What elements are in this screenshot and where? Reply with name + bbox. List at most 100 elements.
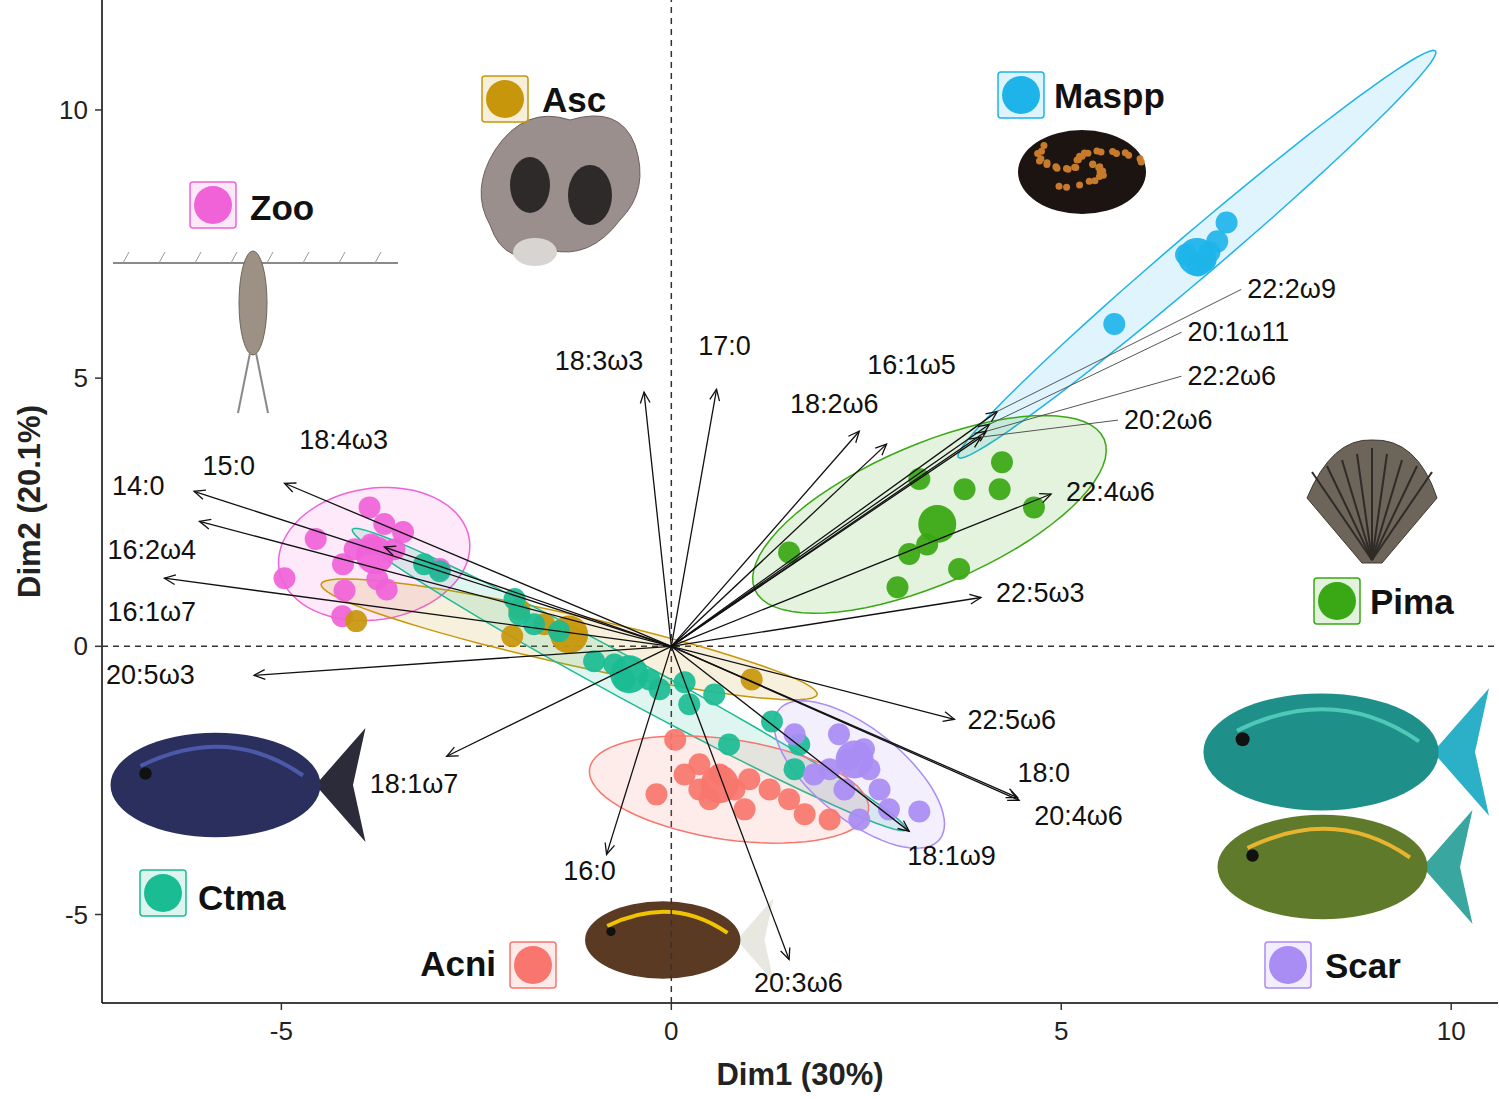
centroid — [918, 505, 956, 543]
axes: -50510-50510Dim1 (30%)Dim2 (20.1%) — [12, 0, 1498, 1092]
loading-arrow — [671, 646, 954, 721]
legend-dot — [1318, 582, 1356, 620]
x-tick-label: 10 — [1437, 1016, 1466, 1046]
point — [273, 567, 295, 589]
label-leader — [981, 420, 1118, 437]
loading-arrow — [671, 411, 997, 646]
x-tick-label: 0 — [664, 1016, 678, 1046]
legend-entry: Ctma — [140, 870, 286, 917]
scar-icon-1 — [1203, 688, 1489, 816]
point — [948, 558, 970, 580]
loading-label: 22:5ω6 — [967, 705, 1056, 735]
legend-key — [510, 942, 556, 988]
loading-arrow — [671, 437, 981, 646]
loading-label: 20:5ω3 — [106, 660, 195, 690]
y-axis-line — [101, 0, 103, 1003]
point — [741, 669, 763, 691]
x-tick — [1061, 1003, 1063, 1010]
loading-label: 18:4ω3 — [299, 425, 388, 455]
point — [678, 693, 700, 715]
loading-label: 14:0 — [112, 471, 165, 501]
plot-area — [102, 0, 1498, 1003]
loading-label: 18:2ω6 — [790, 389, 879, 419]
acni-icon — [585, 898, 774, 982]
loading-arrow — [194, 490, 671, 646]
loading-label: 22:5ω3 — [996, 578, 1085, 608]
point — [376, 578, 398, 600]
loading-label: 15:0 — [202, 451, 255, 481]
loading-arrow — [671, 594, 981, 646]
group-ellipse — [753, 416, 1106, 614]
point — [1216, 212, 1238, 234]
cowrie-icon — [1018, 130, 1146, 214]
point — [819, 809, 841, 831]
legend-entry: Zoo — [190, 182, 314, 228]
legend-entry: Scar — [1265, 942, 1401, 988]
loading-label: 22:4ω6 — [1066, 477, 1155, 507]
legend-entry: Asc — [482, 76, 606, 122]
loading-label: 18:1ω9 — [907, 841, 996, 871]
group-ellipse — [774, 701, 944, 848]
point — [886, 576, 908, 598]
y-tick — [95, 109, 102, 111]
x-tick — [281, 1003, 283, 1010]
legend: ZooAscMasppPimaCtmaAcniScar — [140, 72, 1454, 988]
loading-arrow — [254, 646, 671, 679]
loading-arrow — [284, 483, 671, 646]
point — [718, 733, 740, 755]
y-tick — [95, 914, 102, 916]
scar-icon-2 — [1218, 810, 1473, 924]
point — [991, 451, 1013, 473]
legend-dot — [194, 186, 232, 224]
loading-arrow — [671, 424, 989, 646]
loading-label: 18:1ω7 — [370, 769, 459, 799]
loading-arrows — [164, 389, 1051, 959]
loading-arrow — [384, 546, 671, 646]
y-tick-label: 0 — [74, 631, 88, 661]
ascidian-icon — [481, 116, 640, 266]
point — [583, 650, 605, 672]
loading-label: 20:1ω11 — [1188, 317, 1290, 347]
loading-arrow — [605, 646, 671, 854]
legend-key — [140, 870, 186, 916]
loading-label: 17:0 — [698, 331, 751, 361]
loading-label: 20:2ω6 — [1124, 405, 1213, 435]
ctma-icon — [111, 728, 366, 842]
loading-arrow — [199, 519, 671, 646]
loading-arrow — [671, 646, 909, 831]
point — [334, 580, 356, 602]
point — [828, 723, 850, 745]
legend-label: Maspp — [1054, 76, 1165, 115]
legend-label: Zoo — [250, 188, 314, 227]
loading-labels: 18:3ω317:016:1ω518:2ω622:2ω920:1ω1122:2ω… — [106, 274, 1336, 997]
x-tick — [1450, 1003, 1452, 1010]
loading-arrow — [671, 494, 1051, 647]
loading-label: 16:0 — [563, 856, 616, 886]
legend-dot — [514, 946, 552, 984]
loading-label: 22:2ω6 — [1187, 361, 1276, 391]
legend-dot — [486, 80, 524, 118]
legend-key — [190, 182, 236, 228]
zero-line-x — [671, 0, 673, 1003]
y-axis-title: Dim2 (20.1%) — [12, 405, 47, 598]
point — [1023, 496, 1045, 518]
legend-dot — [1002, 76, 1040, 114]
scallop-icon — [1307, 440, 1437, 563]
y-tick — [95, 377, 102, 379]
loading-label: 20:3ω6 — [754, 968, 843, 998]
loading-arrow — [640, 392, 671, 646]
legend-key — [482, 76, 528, 122]
legend-label: Ctma — [198, 878, 286, 917]
point — [345, 610, 367, 632]
loading-arrow — [671, 444, 886, 646]
x-tick-label: -5 — [270, 1016, 293, 1046]
legend-key — [1265, 942, 1311, 988]
series-points — [646, 729, 841, 831]
background — [0, 0, 1499, 1099]
point — [738, 768, 760, 790]
point — [761, 710, 783, 732]
legend-entry: Pima — [1314, 578, 1454, 624]
point — [848, 809, 870, 831]
loading-arrow — [671, 646, 789, 959]
loading-label: 16:2ω4 — [107, 535, 196, 565]
